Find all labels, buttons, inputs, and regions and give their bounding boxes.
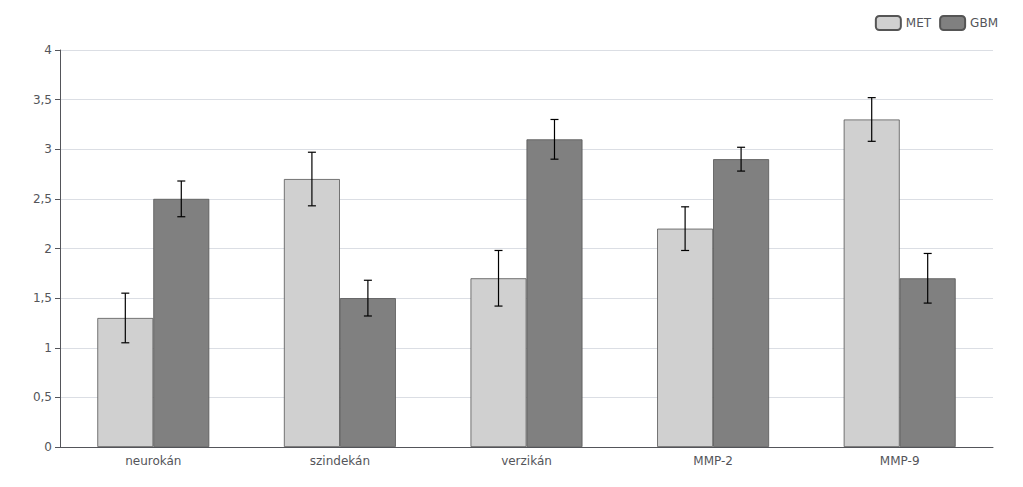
- svg-text:MET: MET: [906, 16, 932, 30]
- svg-text:2: 2: [44, 242, 52, 256]
- svg-text:3: 3: [44, 142, 52, 156]
- svg-text:GBM: GBM: [970, 16, 998, 30]
- svg-text:szindekán: szindekán: [310, 454, 370, 468]
- svg-text:3,5: 3,5: [33, 93, 52, 107]
- svg-text:1,5: 1,5: [33, 291, 52, 305]
- svg-text:0,5: 0,5: [33, 390, 52, 404]
- svg-text:MMP-9: MMP-9: [880, 454, 920, 468]
- svg-text:MMP-2: MMP-2: [693, 454, 733, 468]
- svg-text:1: 1: [44, 341, 52, 355]
- svg-text:0: 0: [44, 440, 52, 454]
- svg-text:4: 4: [44, 43, 52, 57]
- svg-text:neurokán: neurokán: [125, 454, 181, 468]
- svg-text:verzikán: verzikán: [501, 454, 552, 468]
- svg-text:2,5: 2,5: [33, 192, 52, 206]
